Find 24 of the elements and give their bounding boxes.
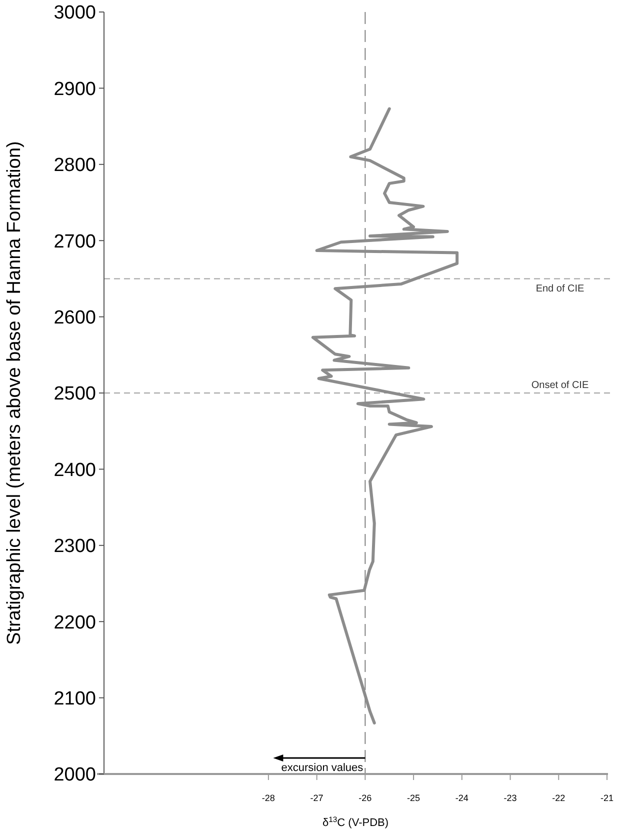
y-tick-label: 2400 <box>54 460 96 481</box>
y-tick-label: 2800 <box>54 155 96 176</box>
ref-line-label: End of CIE <box>536 284 585 295</box>
x-tick-label: -24 <box>455 793 468 803</box>
y-tick-label: 2000 <box>54 764 96 786</box>
x-tick-label: -26 <box>358 793 372 803</box>
x-tick-label: -28 <box>262 793 275 803</box>
x-tick-label: -25 <box>407 793 420 803</box>
annotation: excursion values <box>281 762 364 774</box>
y-tick-label: 2100 <box>54 688 96 710</box>
y-tick-label: 2200 <box>54 612 96 634</box>
y-axis-title: Stratigraphic level (meters above base of Hanna Formation) <box>4 141 25 645</box>
y-tick-label: 2700 <box>54 231 96 252</box>
y-tick-label: 2500 <box>54 384 96 405</box>
x-axis-title: δ$^{13}$C (V-PDB) <box>322 814 389 829</box>
y-tick-label: 2900 <box>54 78 96 100</box>
x-tick-label: -27 <box>310 793 324 803</box>
ref-line-label: Onset of CIE <box>531 380 589 391</box>
x-tick-label: -22 <box>552 793 566 803</box>
x-tick-label: -23 <box>504 793 517 803</box>
x-tick-label: -21 <box>600 793 614 803</box>
y-tick-label: 3000 <box>54 2 96 24</box>
y-tick-label: 2300 <box>54 536 96 558</box>
y-tick-label: 2600 <box>54 307 96 328</box>
